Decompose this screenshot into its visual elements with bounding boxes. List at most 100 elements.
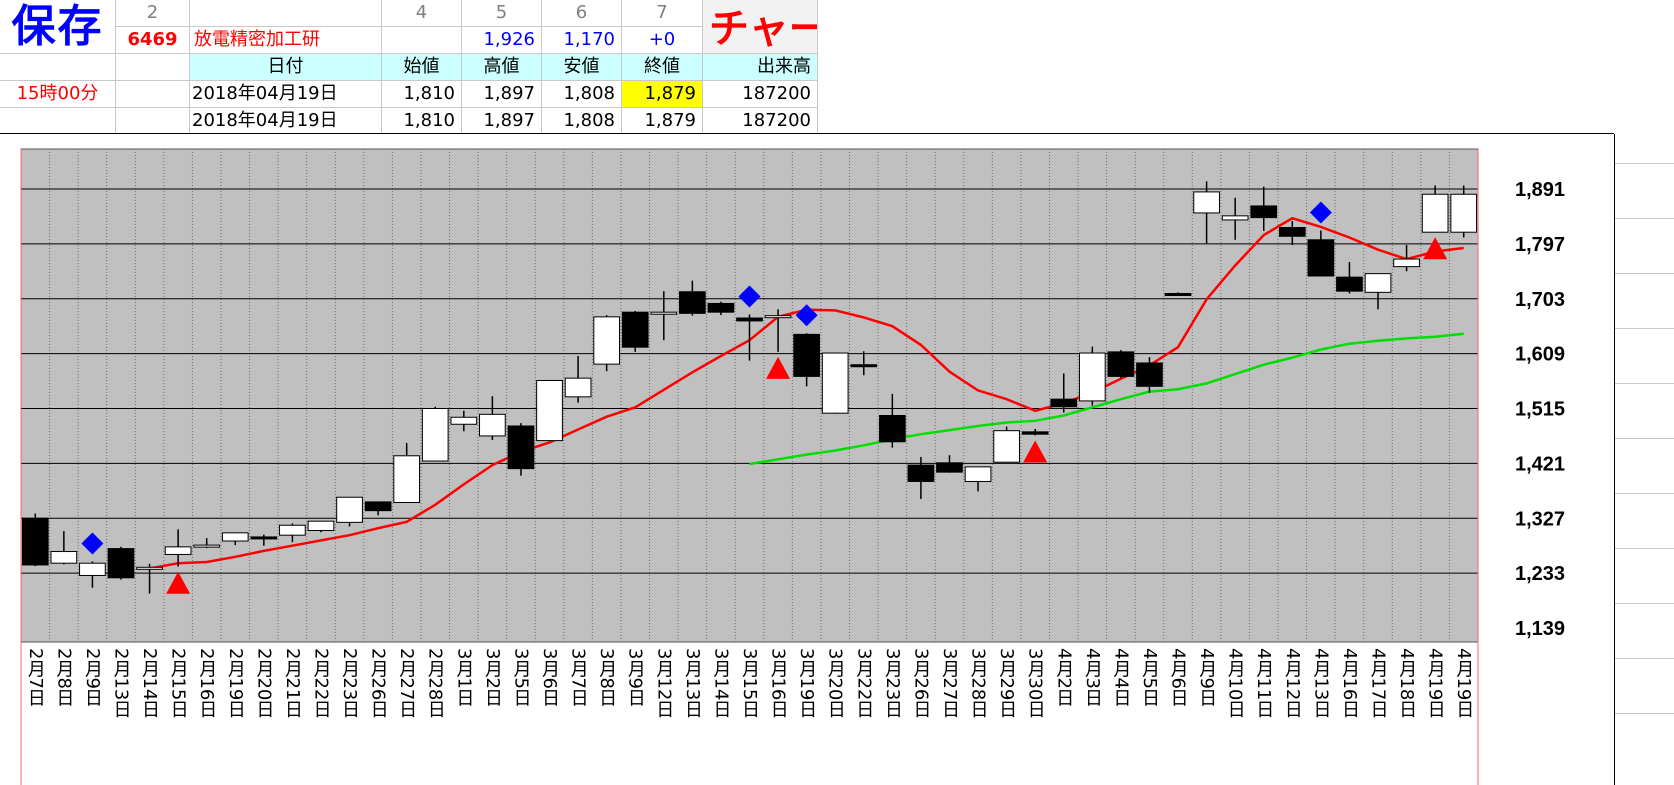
x-tick-label: 4月4日 <box>1110 648 1131 707</box>
row2-close: 1,879 <box>622 108 703 134</box>
candle-body <box>1421 193 1449 233</box>
y-tick-label: 1,797 <box>1515 234 1565 256</box>
moving-average-long-line <box>749 332 1464 466</box>
x-tick-label: 3月8日 <box>596 648 617 707</box>
sell-signal-marker <box>795 304 818 327</box>
x-tick-label: 2月20日 <box>253 648 274 718</box>
col-header-low: 安値 <box>542 54 622 81</box>
buy-signal-marker <box>1023 440 1048 463</box>
x-tick-label: 2月15日 <box>168 648 189 718</box>
candlestick-chart: 1,891 1,797 1,703 1,609 1,515 1,421 1,327 1,233… <box>0 134 1614 785</box>
buy-signal-marker <box>166 571 191 594</box>
candle-body <box>736 317 763 322</box>
y-tick-label: 1,421 <box>1515 453 1565 475</box>
candle-body <box>936 462 963 473</box>
candle-body <box>650 311 678 315</box>
row1-high: 1,897 <box>462 81 542 108</box>
x-tick-label: 3月29日 <box>996 648 1017 718</box>
col-number-2: 2 <box>116 0 190 27</box>
chart-button[interactable]: チャー <box>703 0 818 54</box>
x-tick-label: 2月13日 <box>110 648 131 718</box>
x-tick-label: 4月19日 <box>1425 648 1446 718</box>
sell-signal-marker <box>738 285 761 308</box>
x-tick-label: 3月20日 <box>825 648 846 718</box>
col-number-5: 5 <box>462 0 542 27</box>
candle-body <box>79 562 106 576</box>
candle-body <box>1078 352 1106 402</box>
candle-body <box>107 548 135 579</box>
plot-background <box>20 148 1479 643</box>
x-tick-label: 4月19日 <box>1453 648 1474 718</box>
candle-body <box>679 291 706 314</box>
candle-body <box>164 546 192 555</box>
x-tick-label: 3月7日 <box>568 648 589 707</box>
x-tick-label: 2月22日 <box>310 648 331 718</box>
x-tick-label: 4月2日 <box>1053 648 1074 707</box>
col-header-close: 終値 <box>622 54 703 81</box>
blank-cell <box>0 54 116 81</box>
y-tick-label: 1,515 <box>1515 399 1565 421</box>
candle-body <box>1193 191 1220 214</box>
row-line <box>1615 548 1674 549</box>
x-tick-label: 3月22日 <box>853 648 874 718</box>
x-tick-label: 3月6日 <box>539 648 560 707</box>
candle-body <box>479 413 506 437</box>
candle-body <box>507 425 535 470</box>
row1-low: 1,808 <box>542 81 622 108</box>
col-header-volume: 出来高 <box>703 54 818 81</box>
sell-signal-marker <box>81 532 104 555</box>
candle-body <box>993 430 1020 463</box>
x-tick-label: 4月11日 <box>1253 648 1274 718</box>
candle-body <box>964 466 992 482</box>
x-tick-label: 3月28日 <box>968 648 989 718</box>
candle-body <box>1250 205 1278 219</box>
x-tick-label: 2月16日 <box>196 648 217 718</box>
row-line <box>1615 493 1674 494</box>
header-divider <box>0 133 1614 134</box>
x-tick-label: 2月7日 <box>25 648 46 707</box>
y-tick-label: 1,703 <box>1515 289 1565 311</box>
row2-high: 1,897 <box>462 108 542 134</box>
candle-body <box>564 377 592 398</box>
candle-body <box>707 302 735 313</box>
candle-body <box>907 464 935 482</box>
x-tick-label: 4月3日 <box>1082 648 1103 707</box>
year-high: 1,926 <box>462 27 542 54</box>
row-line <box>1615 383 1674 384</box>
stock-code: 6469 <box>116 27 190 54</box>
x-tick-label: 3月23日 <box>882 648 903 718</box>
col-header-open: 始値 <box>382 54 462 81</box>
sell-signal-marker <box>1309 201 1332 224</box>
x-tick-label: 3月19日 <box>796 648 817 718</box>
candle-body <box>850 364 878 368</box>
candle-body <box>821 352 849 414</box>
row-line <box>1615 163 1674 164</box>
row1-open: 1,810 <box>382 81 462 108</box>
save-button[interactable]: 保存 <box>0 0 116 54</box>
candle-body <box>221 532 249 542</box>
y-tick-label: 1,609 <box>1515 344 1565 366</box>
x-tick-label: 4月12日 <box>1282 648 1303 718</box>
buy-signal-marker <box>766 356 791 379</box>
x-tick-label: 3月16日 <box>768 648 789 718</box>
y-tick-label: 1,327 <box>1515 508 1565 530</box>
col-number-7: 7 <box>622 0 703 27</box>
row2-volume: 187200 <box>703 108 818 134</box>
y-tick-label: 1,891 <box>1515 179 1565 201</box>
candle-body <box>250 536 278 540</box>
x-tick-label: 4月9日 <box>1196 648 1217 707</box>
blank-cell <box>116 81 190 108</box>
x-tick-label: 3月9日 <box>625 648 646 707</box>
row-line <box>1615 218 1674 219</box>
candle-body <box>1021 431 1049 435</box>
candle-body <box>307 520 335 532</box>
candle-body <box>621 311 649 348</box>
stock-name: 放電精密加工研 <box>190 27 382 54</box>
x-tick-label: 3月5日 <box>510 648 531 707</box>
x-tick-label: 2月27日 <box>396 648 417 718</box>
x-tick-label: 4月13日 <box>1310 648 1331 718</box>
col-number-4: 4 <box>382 0 462 27</box>
blank-cell <box>116 108 190 134</box>
x-tick-label: 3月2日 <box>482 648 503 707</box>
col-header-high: 高値 <box>462 54 542 81</box>
